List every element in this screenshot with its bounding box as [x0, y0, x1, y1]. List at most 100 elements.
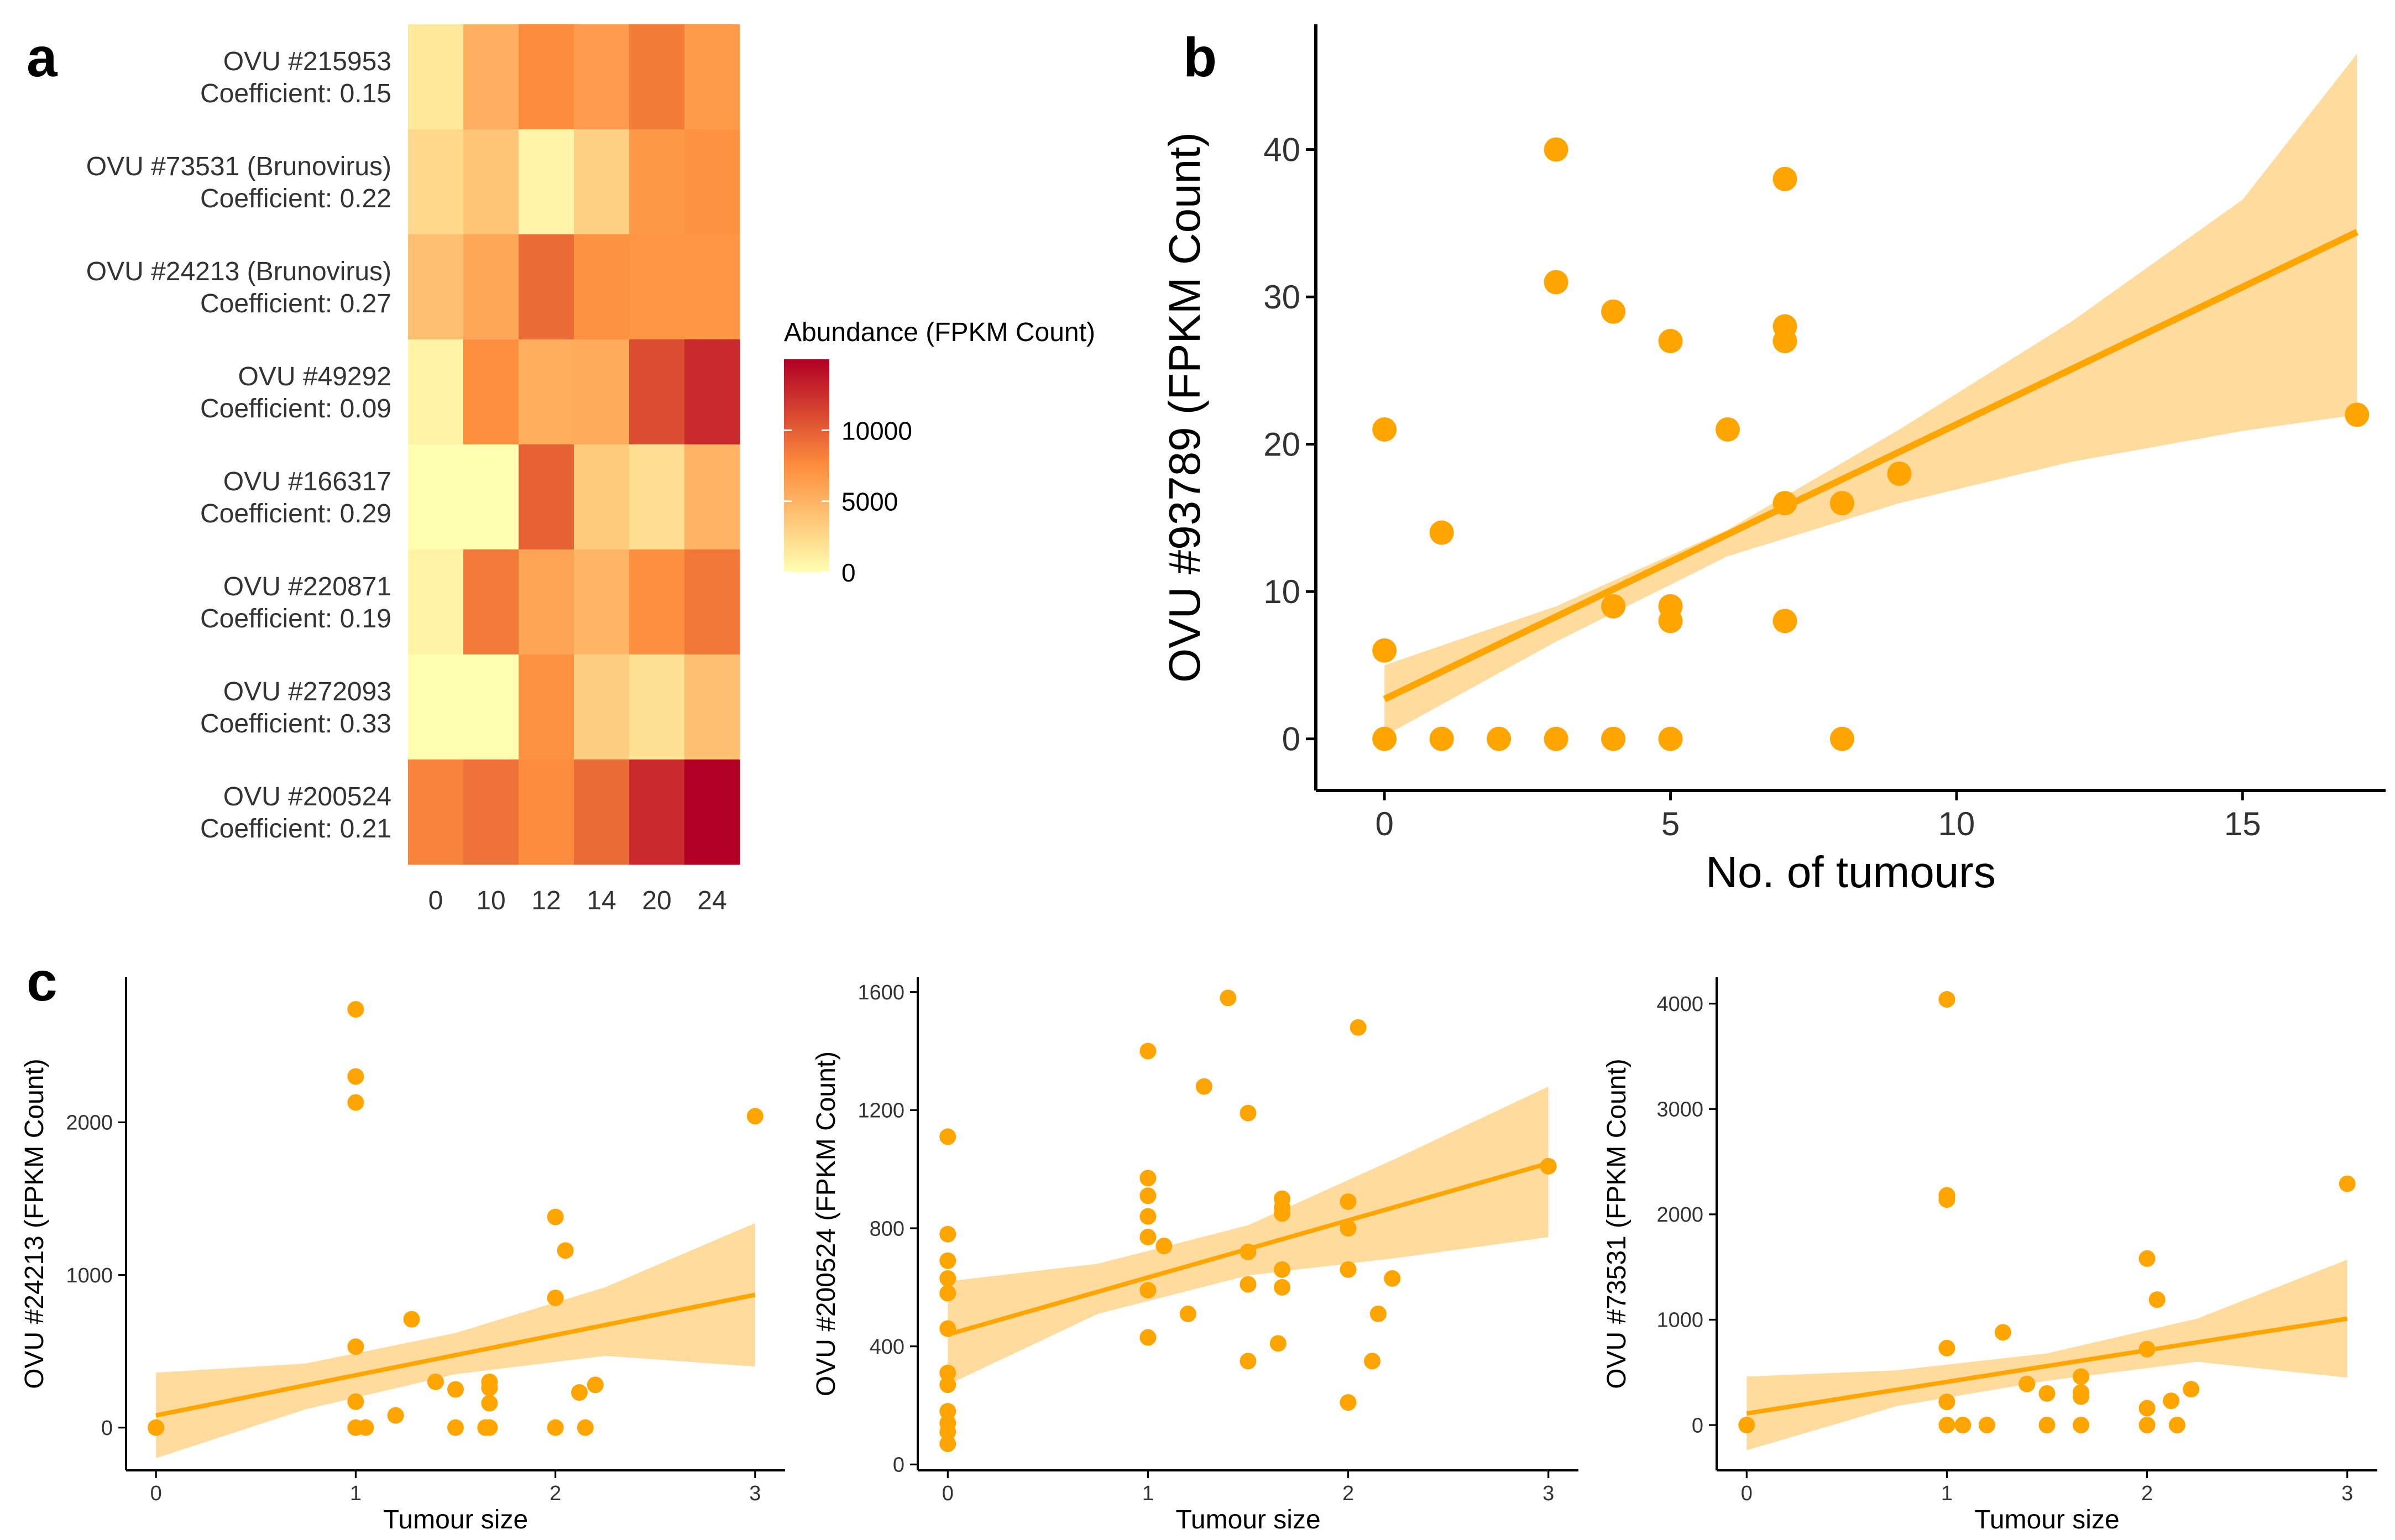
heat-cell	[463, 444, 519, 550]
data-point	[939, 1423, 956, 1441]
heat-cell	[408, 24, 464, 130]
data-point	[2019, 1375, 2036, 1392]
data-point	[403, 1311, 420, 1328]
data-point	[1195, 1078, 1212, 1095]
data-point	[1938, 991, 1955, 1008]
x-tick-label: 3	[749, 1482, 761, 1505]
data-point	[2163, 1392, 2180, 1410]
data-point	[2138, 1400, 2156, 1417]
heat-cell	[408, 339, 464, 445]
legend-title: Abundance (FPKM Count)	[784, 318, 1095, 347]
legend-tick-label: 5000	[841, 488, 898, 516]
data-point	[1240, 1276, 1257, 1293]
panel-label-a: a	[27, 27, 58, 88]
heat-cell	[408, 234, 464, 340]
x-tick-label: 10	[1938, 805, 1975, 842]
y-axis-title: OVU #93789 (FPKM Count)	[1160, 132, 1209, 683]
confidence-band	[1384, 54, 2357, 736]
x-axis-title: Tumour size	[1175, 1505, 1320, 1534]
heat-cell	[463, 129, 519, 235]
heatmap-panel: OVU #215953 Coefficient: 0.15 OVU #73531 (…	[86, 24, 1095, 915]
data-point	[547, 1289, 564, 1306]
data-point	[2339, 1175, 2356, 1192]
data-point	[347, 1393, 364, 1410]
heat-cell	[629, 549, 685, 655]
row-label-coefficient: Coefficient: 0.15	[200, 79, 391, 108]
data-point	[1372, 417, 1397, 442]
row-label-name: OVU #73531 (Brunovirus)	[86, 152, 391, 181]
heat-cell	[463, 24, 519, 130]
data-point	[939, 1376, 956, 1394]
row-label-coefficient: Coefficient: 0.22	[200, 184, 391, 213]
heat-cell	[408, 444, 464, 550]
data-point	[427, 1373, 444, 1390]
regression-line	[1746, 1316, 2348, 1416]
y-tick-label: 4000	[1656, 993, 1703, 1016]
data-point	[347, 1094, 364, 1111]
x-tick-label: 0	[942, 1482, 954, 1505]
scatter-panel-c3: 0 1 2 3 0 1000 2000 3000 4000 Tumour size OVU #735…	[1602, 977, 2377, 1534]
data-point	[939, 1128, 956, 1145]
heat-cell	[629, 234, 685, 340]
heat-cell	[629, 654, 685, 760]
data-point	[1139, 1170, 1157, 1187]
data-point	[1829, 491, 1854, 516]
heat-cell	[629, 339, 685, 445]
heat-cell	[519, 654, 574, 760]
heat-cell	[574, 759, 630, 865]
data-point	[481, 1419, 498, 1436]
panel-label-c: c	[27, 951, 57, 1013]
data-point	[1829, 726, 1854, 751]
data-point	[2183, 1381, 2200, 1398]
scatter-panel-b: 0 5 10 15 0 10 20 30 40 No. of tumours OVU #93789 …	[1160, 24, 2386, 897]
y-axis-title: OVU #200524 (FPKM Count)	[812, 1051, 841, 1396]
row-label-name: OVU #272093	[223, 677, 391, 706]
row-label-name: OVU #24213 (Brunovirus)	[86, 257, 391, 286]
data-point	[939, 1320, 956, 1337]
data-point	[1716, 417, 1740, 442]
data-point	[1340, 1193, 1357, 1210]
heat-cell	[408, 759, 464, 865]
y-tick-label: 800	[870, 1217, 904, 1240]
x-tick-label: 0	[1741, 1482, 1753, 1505]
x-tick-label: 1	[350, 1482, 362, 1505]
data-point	[1240, 1353, 1257, 1370]
heat-cell	[684, 444, 740, 550]
data-point	[2073, 1417, 2090, 1434]
heat-cell	[574, 234, 630, 340]
heat-cell	[519, 129, 574, 235]
data-point	[939, 1252, 956, 1269]
data-point	[1772, 491, 1797, 516]
x-tick-label: 1	[1142, 1482, 1154, 1505]
data-point	[2345, 402, 2370, 427]
heat-cell	[408, 654, 464, 760]
data-point	[1772, 329, 1797, 354]
data-point	[2073, 1368, 2090, 1385]
regression-line	[155, 1292, 756, 1418]
y-tick-label: 0	[101, 1417, 113, 1440]
y-tick-label: 40	[1263, 132, 1300, 169]
legend-tick-label: 0	[841, 558, 856, 587]
data-point	[939, 1435, 956, 1452]
heat-cell	[684, 549, 740, 655]
data-point	[1772, 609, 1797, 633]
x-tick-label: 15	[2224, 805, 2261, 842]
data-point	[1384, 1270, 1401, 1287]
data-point	[1772, 166, 1797, 191]
y-tick-label: 1600	[857, 981, 904, 1004]
data-point	[1139, 1208, 1157, 1225]
heat-cell	[519, 759, 574, 865]
heat-cell	[629, 444, 685, 550]
data-point	[2138, 1417, 2156, 1434]
legend-tick-label: 10000	[841, 416, 912, 445]
y-tick-label: 20	[1263, 426, 1300, 463]
x-tick-label: 0	[150, 1482, 162, 1505]
data-point	[1350, 1019, 1367, 1036]
x-tick-label: 2	[550, 1482, 561, 1505]
row-label-coefficient: Coefficient: 0.19	[200, 604, 391, 633]
data-point	[2168, 1417, 2185, 1434]
row-label-name: OVU #220871	[223, 572, 391, 601]
heat-cell	[574, 654, 630, 760]
x-tick-label: 5	[1661, 805, 1680, 842]
heat-cell	[574, 24, 630, 130]
